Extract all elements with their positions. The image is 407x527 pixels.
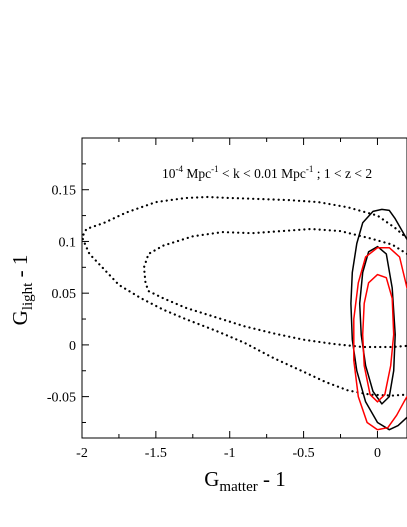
x-tick-label: -0.5 bbox=[293, 446, 315, 461]
x-tick-label: -1.5 bbox=[145, 446, 167, 461]
contour-1 bbox=[82, 195, 407, 397]
y-tick-label: 0.15 bbox=[52, 184, 77, 199]
x-tick-label: 0 bbox=[374, 446, 381, 461]
annotation-text: 10-4 Mpc-1 < k < 0.01 Mpc-1 ; 1 < z < 2 bbox=[162, 164, 372, 181]
x-axis-title: Gmatter - 1 bbox=[204, 467, 286, 495]
contour-5 bbox=[353, 246, 407, 431]
y-tick-label: 0.1 bbox=[59, 235, 77, 250]
x-tick-label: -2 bbox=[76, 446, 88, 461]
x-tick-label: -1 bbox=[224, 446, 236, 461]
y-tick-label: 0 bbox=[69, 339, 76, 354]
contour-2 bbox=[142, 227, 407, 349]
y-axis-title: Glight - 1 bbox=[8, 255, 36, 326]
axis-ticks bbox=[81, 137, 378, 438]
contour-series bbox=[82, 195, 407, 431]
contour-3 bbox=[350, 208, 407, 431]
contour-6 bbox=[361, 273, 395, 403]
y-tick-label: -0.05 bbox=[47, 391, 76, 406]
tick-labels: -2 -1.5 -1 -0.5 0 -0.05 0 0.05 0.1 0.15 bbox=[47, 184, 381, 461]
plot-frame bbox=[81, 137, 407, 439]
contour-4 bbox=[358, 245, 396, 405]
y-tick-label: 0.05 bbox=[52, 287, 77, 302]
